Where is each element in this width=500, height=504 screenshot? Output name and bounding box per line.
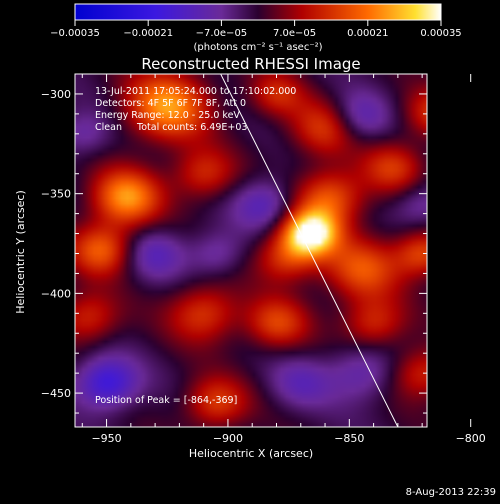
y-tick-label: −450 [41, 387, 71, 400]
solar-limb-line [220, 74, 399, 427]
colorbar-tick-label: −7.0e−05 [196, 28, 248, 39]
x-tick-label: −900 [213, 432, 243, 445]
y-tick-label: −300 [41, 88, 71, 101]
annotation-detectors: Detectors: 4F 5F 6F 7F 8F, Att 0 [95, 98, 247, 109]
colorbar-units-label: (photons cm⁻² s⁻¹ asec⁻²) [193, 42, 322, 53]
annotation-peak-position: Position of Peak = [-864,-369] [95, 395, 238, 406]
colorbar [74, 3, 442, 21]
colorbar-tick-label: 0.00021 [347, 28, 388, 39]
colorbar-tick-label: 7.0e−05 [273, 28, 316, 39]
footer-timestamp: 8-Aug-2013 22:39 [406, 487, 496, 498]
x-axis-label: Heliocentric X (arcsec) [189, 447, 313, 460]
x-tick-label: −850 [334, 432, 364, 445]
y-axis-label: Heliocentric Y (arcsec) [14, 190, 27, 314]
annotation-time-range: 13-Jul-2011 17:05:24.000 to 17:10:02.000 [95, 86, 297, 97]
y-tick-label: −400 [41, 287, 71, 300]
colorbar-tick-label: −0.00021 [123, 28, 173, 39]
x-tick-label: −950 [91, 432, 121, 445]
colorbar-tick-label: −0.00035 [50, 28, 100, 39]
chart-title: Reconstructed RHESSI Image [141, 55, 360, 73]
y-tick-label: −350 [41, 188, 71, 201]
annotation-energy-range: Energy Range: 12.0 - 25.0 keV [95, 110, 240, 121]
annotation-clean-counts: Clean Total counts: 6.49E+03 [95, 122, 248, 133]
colorbar-tick-label: 0.00035 [420, 28, 461, 39]
plot-frame [74, 73, 428, 428]
x-tick-label: −800 [456, 432, 486, 445]
